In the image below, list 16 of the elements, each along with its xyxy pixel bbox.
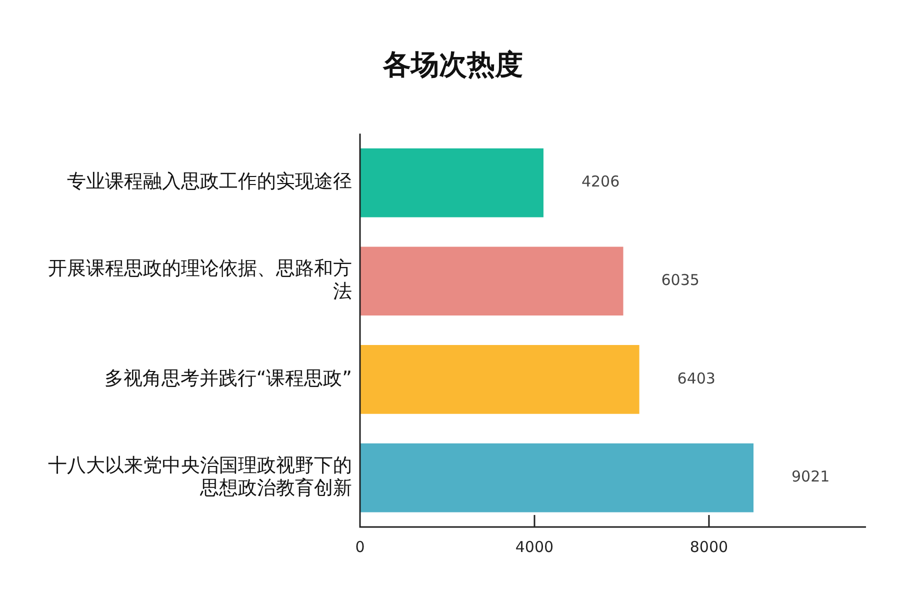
bar [360, 148, 544, 218]
bar [360, 443, 754, 512]
data-label: 6035 [661, 271, 700, 290]
bar [360, 345, 640, 414]
y-tick-label: 开展课程思政的理论依据、思路和方法 [48, 258, 352, 302]
x-tick-label: 0 [355, 538, 365, 556]
x-tick-label: 8000 [690, 538, 728, 556]
x-tick-label: 4000 [515, 538, 554, 556]
y-tick-label: 十八大以来党中央治国理政视野下的思想政治教育创新 [48, 454, 352, 500]
y-tick-label: 专业课程融入思政工作的实现途径 [67, 170, 352, 193]
y-tick-label: 多视角思考并践行“课程思政” [104, 367, 352, 390]
bar [360, 246, 624, 316]
data-label: 9021 [792, 468, 830, 486]
chart-title: 各场次热度 [382, 48, 523, 82]
data-label: 4206 [581, 172, 620, 191]
data-label: 6403 [677, 369, 716, 388]
